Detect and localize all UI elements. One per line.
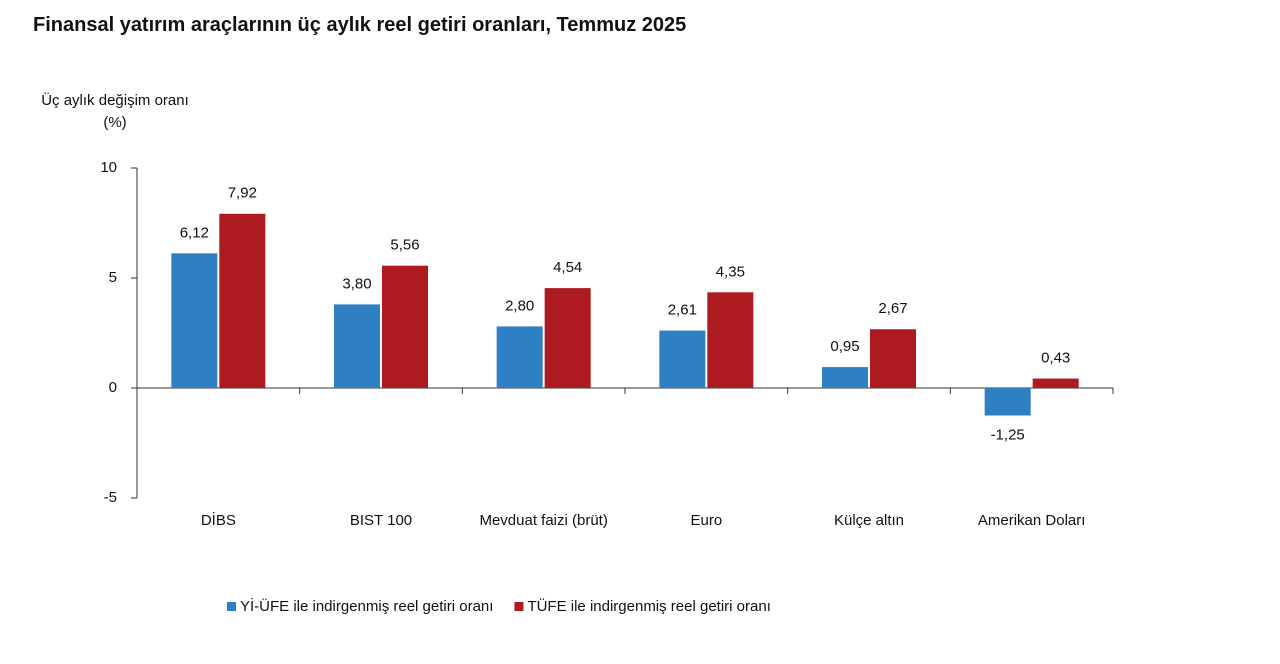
value-label: 2,61: [668, 302, 697, 319]
bar: [984, 388, 1031, 416]
y-axis-label: Üç aylık değişim oranı (%): [41, 92, 189, 131]
value-label: 2,67: [878, 300, 907, 317]
value-label: 2,80: [505, 297, 534, 314]
bar: [822, 367, 868, 388]
legend-swatch: [514, 602, 524, 611]
bar: [707, 292, 754, 388]
y-tick-label: 5: [109, 269, 117, 286]
legend-label: TÜFE ile indirgenmiş reel getiri oranı: [527, 597, 770, 615]
value-label: 0,95: [830, 338, 859, 355]
bar: [219, 213, 266, 388]
x-tick-label: BIST 100: [349, 512, 413, 529]
x-tick-label: DİBS: [200, 512, 236, 529]
bar: [659, 330, 706, 388]
y-tick-label: 0: [109, 379, 117, 396]
bar: [496, 326, 543, 388]
y-tick-label: 10: [100, 159, 117, 176]
value-label: 4,35: [716, 263, 745, 280]
value-label: 3,80: [342, 275, 371, 292]
y-tick-label: -5: [104, 489, 117, 506]
value-label: 5,56: [390, 237, 419, 254]
value-label: -1,25: [991, 426, 1025, 443]
value-label: 0,43: [1041, 350, 1070, 367]
legend-label: Yİ-ÜFE ile indirgenmiş reel getiri oranı: [240, 597, 493, 615]
value-label: 7,92: [228, 185, 257, 202]
x-tick-label: Amerikan Doları: [977, 512, 1086, 529]
legend-swatch: [227, 602, 236, 611]
chart-title: Finansal yatırım araçlarının üç aylık re…: [33, 14, 687, 36]
bar: [870, 329, 916, 388]
bar: [1032, 378, 1079, 388]
bar: [544, 288, 591, 388]
x-tick-label: Mevduat faizi (brüt): [479, 512, 608, 529]
bar: [382, 265, 428, 388]
bar: [334, 304, 380, 388]
x-tick-label: Külçe altın: [833, 512, 905, 529]
value-label: 4,54: [553, 259, 582, 276]
x-tick-label: Euro: [690, 512, 723, 529]
bar: [171, 253, 218, 388]
value-label: 6,12: [180, 224, 209, 241]
